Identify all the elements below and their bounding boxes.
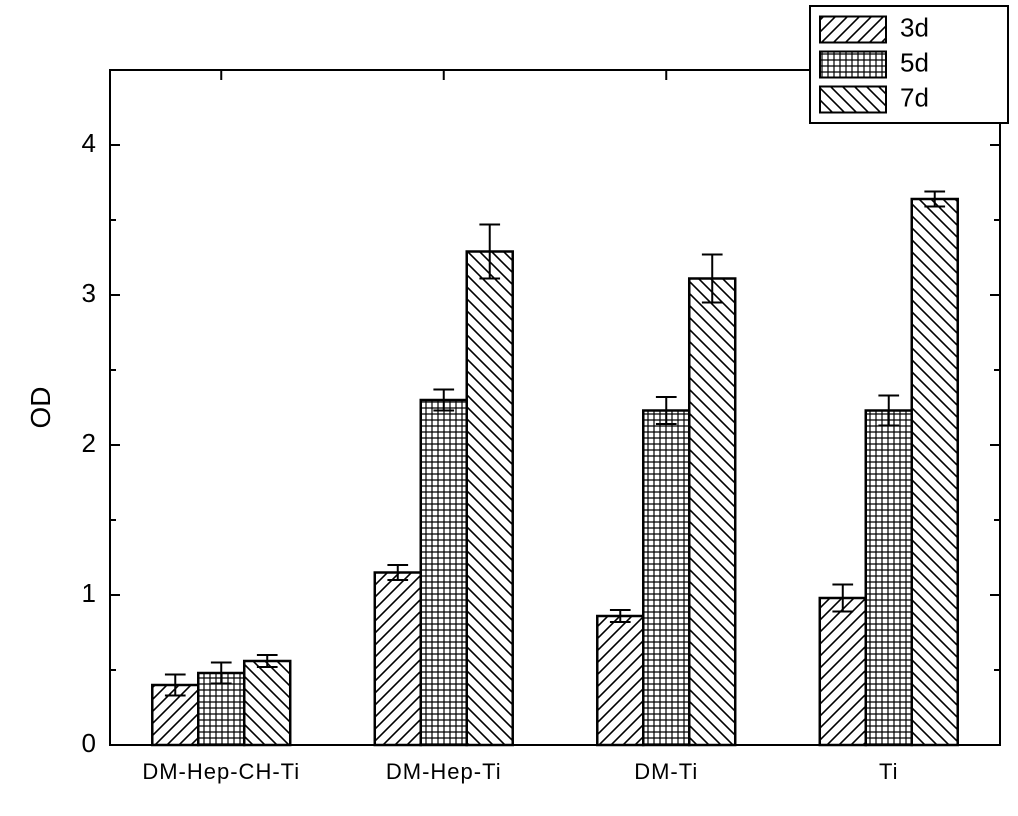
legend: 3d 5d 7d bbox=[810, 6, 1008, 123]
bar bbox=[820, 598, 866, 745]
bar bbox=[421, 400, 467, 745]
legend-swatch bbox=[820, 52, 886, 78]
y-axis-label: OD bbox=[25, 387, 56, 429]
y-tick-label: 3 bbox=[82, 278, 96, 308]
bar bbox=[467, 252, 513, 746]
bar bbox=[375, 573, 421, 746]
y-tick-label: 1 bbox=[82, 578, 96, 608]
x-tick-label: Ti bbox=[879, 759, 899, 784]
legend-label: 5d bbox=[900, 47, 929, 77]
bar bbox=[912, 199, 958, 745]
od-bar-chart: 0 1 2 3 4 OD DM-Hep-CH-Ti DM-Hep-Ti DM-Ti Ti 3d 5d 7… bbox=[0, 0, 1018, 816]
bar bbox=[597, 616, 643, 745]
bar bbox=[689, 279, 735, 746]
chart-container: 0 1 2 3 4 OD DM-Hep-CH-Ti DM-Hep-Ti DM-Ti Ti 3d 5d 7… bbox=[0, 0, 1018, 816]
bar bbox=[866, 411, 912, 746]
legend-swatch bbox=[820, 17, 886, 43]
x-tick-label: DM-Ti bbox=[634, 759, 698, 784]
y-tick-label: 2 bbox=[82, 428, 96, 458]
x-tick-label: DM-Hep-CH-Ti bbox=[142, 759, 300, 784]
legend-label: 7d bbox=[900, 82, 929, 112]
bar bbox=[244, 661, 290, 745]
y-tick-label: 4 bbox=[82, 128, 96, 158]
legend-label: 3d bbox=[900, 12, 929, 42]
x-tick-label: DM-Hep-Ti bbox=[386, 759, 502, 784]
bar bbox=[643, 411, 689, 746]
y-tick-label: 0 bbox=[82, 728, 96, 758]
legend-swatch bbox=[820, 87, 886, 113]
